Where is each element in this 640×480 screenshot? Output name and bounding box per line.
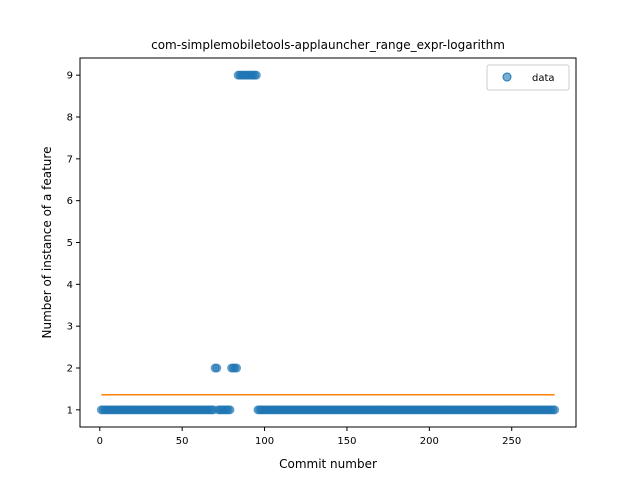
legend-box (486, 64, 570, 91)
data-point (212, 363, 222, 373)
data-point (550, 405, 560, 415)
y-tick-label: 1 (67, 405, 73, 416)
data-point (225, 405, 235, 415)
legend-label-data: data (532, 73, 555, 84)
data-point (251, 70, 261, 80)
y-tick-label: 7 (67, 154, 73, 165)
x-tick-label: 0 (97, 436, 103, 447)
y-axis: 1 2 3 4 5 6 7 8 9 (67, 71, 80, 416)
y-tick-label: 2 (67, 364, 73, 375)
x-tick-label: 100 (255, 436, 274, 447)
y-tick-label: 5 (67, 238, 73, 249)
y-tick-label: 4 (67, 280, 73, 291)
y-axis-title: Number of instance of a feature (40, 147, 54, 339)
x-tick-label: 200 (420, 436, 439, 447)
data-points-layer (96, 70, 560, 415)
legend: data (486, 64, 570, 91)
x-tick-label: 250 (502, 436, 521, 447)
chart-title: com-simplemobiletools-applauncher_range_… (151, 38, 505, 52)
x-tick-label: 50 (176, 436, 189, 447)
y-tick-label: 6 (67, 196, 73, 207)
x-axis-title: Commit number (279, 457, 377, 471)
data-point (232, 363, 242, 373)
y-tick-label: 8 (67, 112, 73, 123)
x-axis: 0 50 100 150 200 250 (97, 427, 521, 447)
legend-marker-data (502, 72, 512, 82)
x-tick-label: 150 (337, 436, 356, 447)
y-tick-label: 3 (67, 322, 73, 333)
y-tick-label: 9 (67, 71, 73, 82)
